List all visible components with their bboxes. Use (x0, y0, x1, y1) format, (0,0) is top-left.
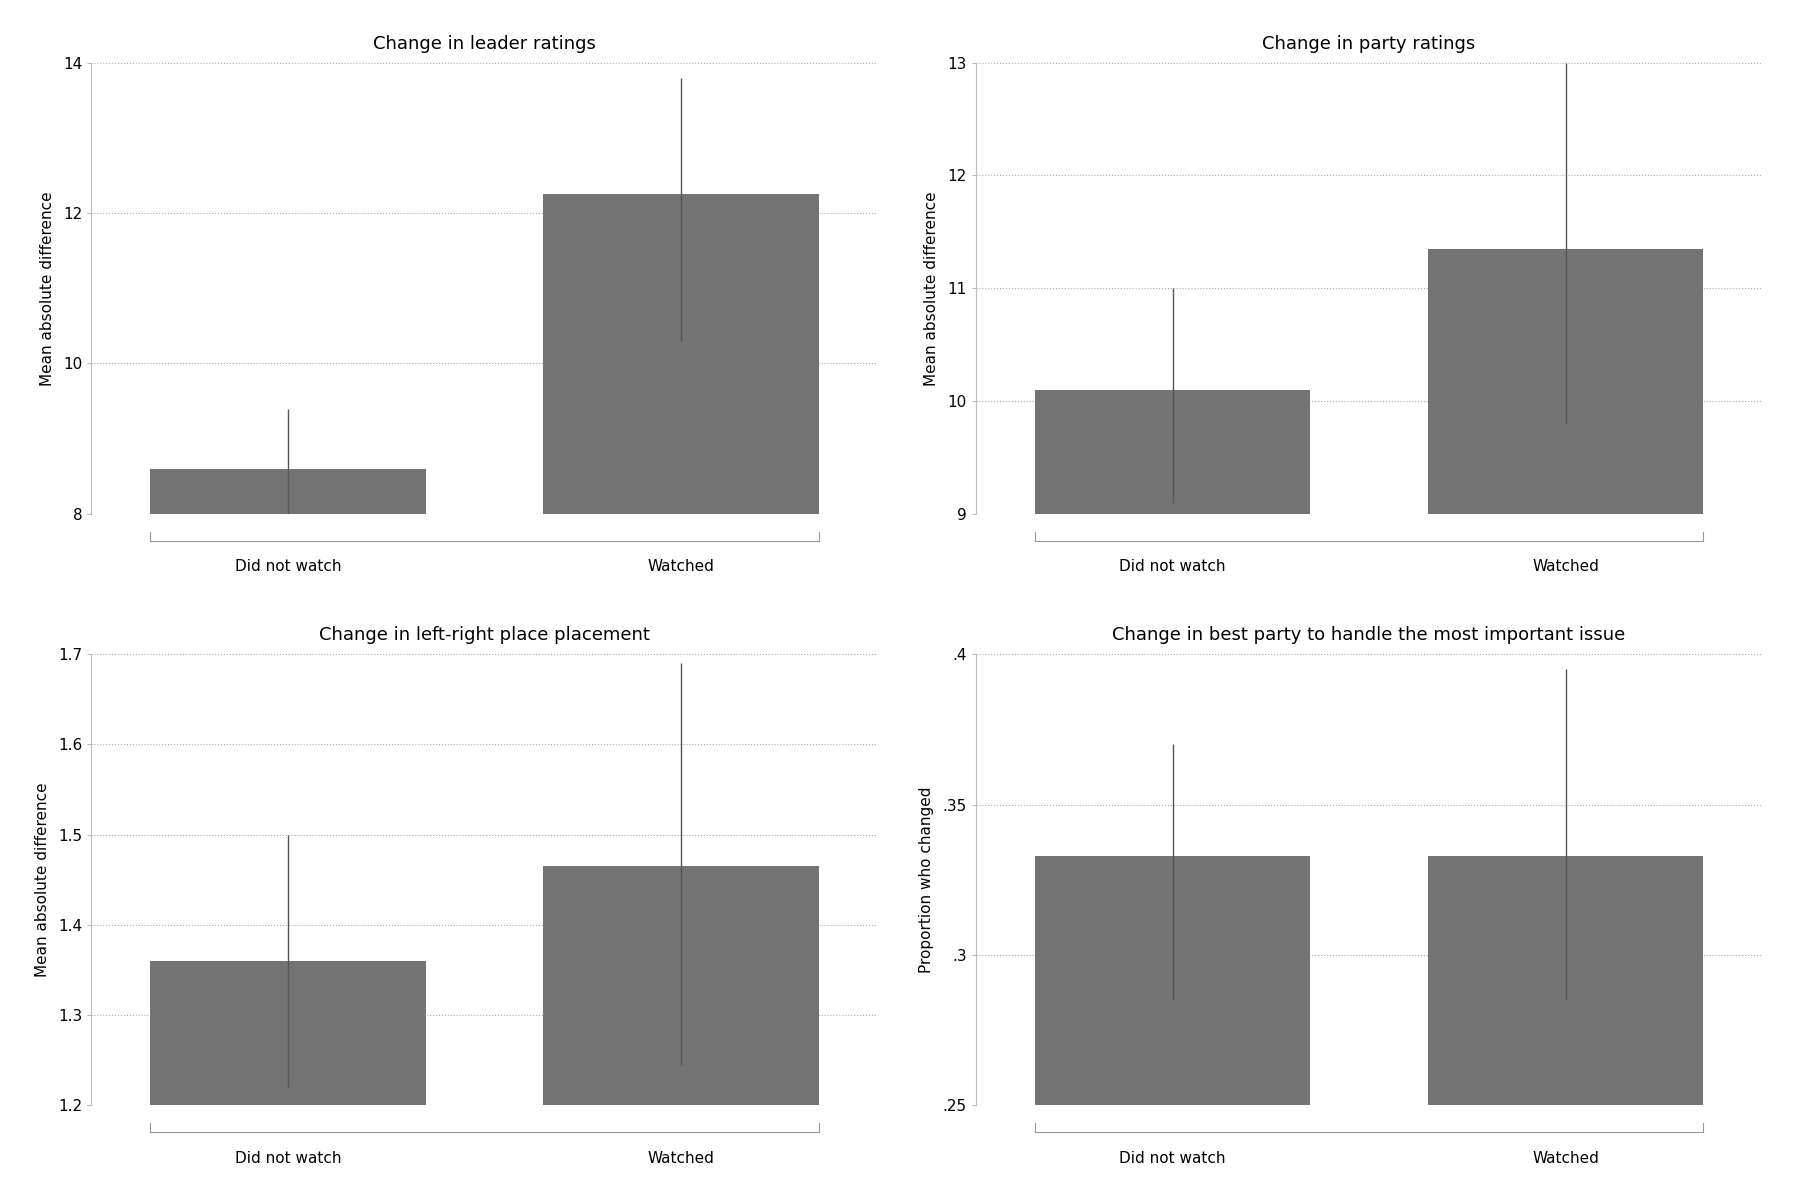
Bar (1429, 249, 1704, 514)
Title: Change in best party to handle the most important issue: Change in best party to handle the most … (1112, 626, 1626, 644)
Bar (1035, 390, 1310, 514)
Text: Watched: Watched (1533, 559, 1599, 573)
Title: Change in left-right place placement: Change in left-right place placement (320, 626, 651, 644)
Text: Watched: Watched (1533, 1150, 1599, 1166)
Y-axis label: Mean absolute difference: Mean absolute difference (34, 783, 50, 977)
Text: Did not watch: Did not watch (1120, 559, 1226, 573)
Y-axis label: Proportion who changed: Proportion who changed (920, 786, 934, 973)
Text: Watched: Watched (647, 1150, 715, 1166)
Bar (151, 469, 426, 514)
Text: Did not watch: Did not watch (235, 559, 341, 573)
Y-axis label: Mean absolute difference: Mean absolute difference (40, 190, 54, 385)
Text: Did not watch: Did not watch (1120, 1150, 1226, 1166)
Text: Did not watch: Did not watch (235, 1150, 341, 1166)
Bar (1429, 856, 1704, 1105)
Bar (1035, 856, 1310, 1105)
Title: Change in leader ratings: Change in leader ratings (374, 35, 597, 53)
Bar (543, 867, 819, 1105)
Bar (543, 194, 819, 514)
Bar (151, 961, 426, 1105)
Title: Change in party ratings: Change in party ratings (1263, 35, 1475, 53)
Text: Watched: Watched (647, 559, 715, 573)
Y-axis label: Mean absolute difference: Mean absolute difference (924, 190, 940, 385)
